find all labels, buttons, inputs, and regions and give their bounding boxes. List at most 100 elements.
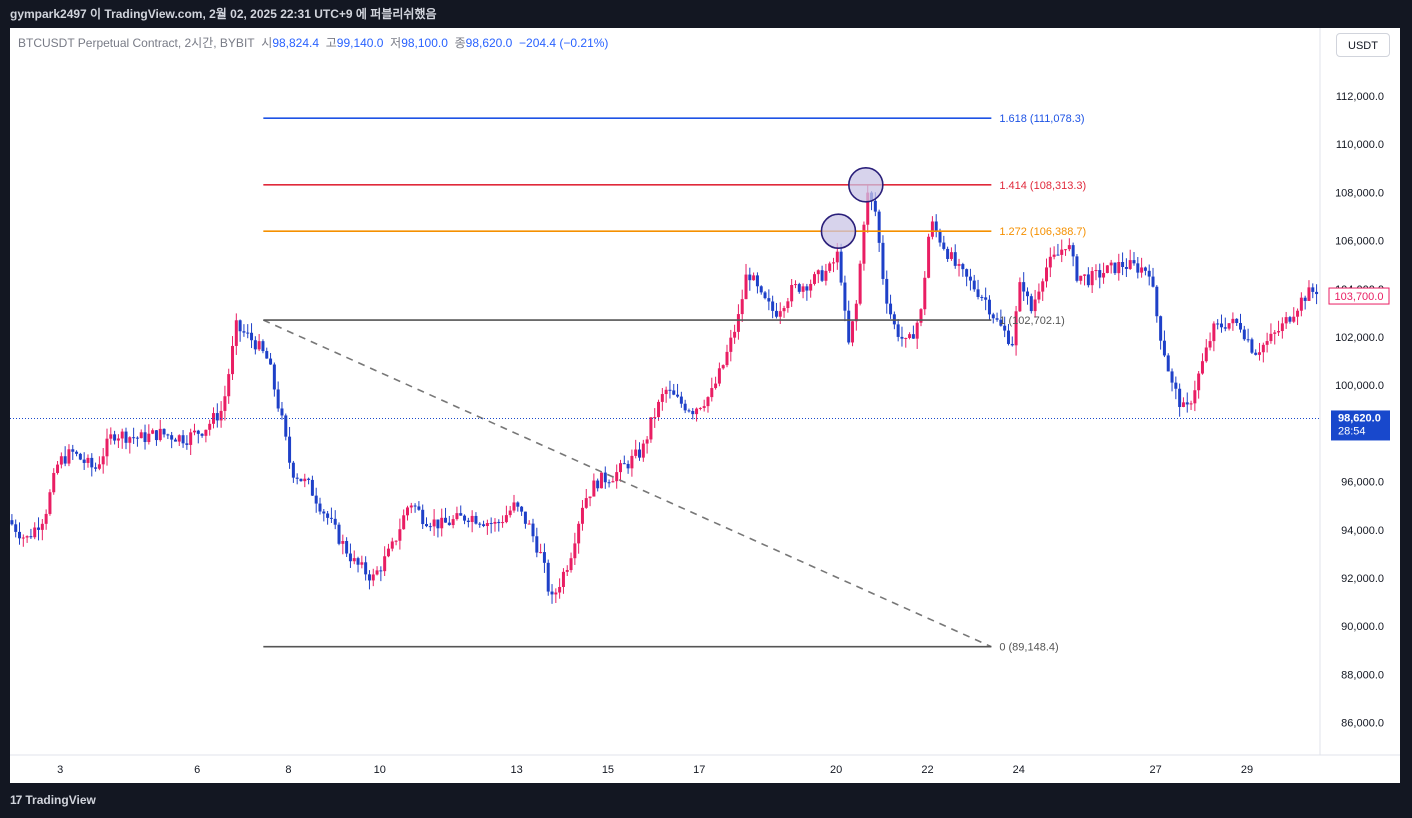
tradingview-logo-icon: 17 bbox=[10, 793, 22, 807]
candle-body bbox=[75, 451, 79, 454]
candle-body bbox=[139, 432, 143, 439]
candle-body bbox=[451, 519, 455, 526]
fib-level-label: 1.618 (111,078.3) bbox=[999, 113, 1084, 125]
candle-body bbox=[86, 457, 90, 463]
x-tick-label: 3 bbox=[57, 764, 63, 776]
last-price-badge bbox=[1331, 410, 1390, 441]
candle-body bbox=[265, 351, 269, 359]
candle-body bbox=[314, 495, 318, 504]
candle-body bbox=[295, 477, 299, 479]
candle-body bbox=[356, 558, 360, 565]
candle-body bbox=[877, 211, 881, 243]
candle-body bbox=[348, 553, 352, 562]
candle-body bbox=[771, 301, 775, 311]
candle-body bbox=[238, 320, 242, 332]
candle-body bbox=[630, 455, 634, 469]
y-tick-label: 100,000.0 bbox=[1335, 380, 1384, 392]
candle-body bbox=[1197, 373, 1201, 391]
candle-body bbox=[1219, 323, 1223, 328]
candle-body bbox=[1064, 249, 1068, 251]
candle-body bbox=[470, 515, 474, 523]
candle-body bbox=[1277, 331, 1281, 333]
price-chart[interactable]: 86,000.0 88,000.0 90,000.0 92,000.0 94,000.0… bbox=[10, 28, 1400, 783]
candle-body bbox=[1022, 282, 1026, 292]
candle-body bbox=[1296, 310, 1300, 317]
y-tick-label: 106,000.0 bbox=[1335, 236, 1384, 248]
candle-body bbox=[1231, 318, 1235, 324]
candle-body bbox=[691, 411, 695, 415]
candle-body bbox=[337, 524, 341, 544]
highlight-circle bbox=[848, 167, 884, 203]
candle-body bbox=[938, 231, 942, 243]
candle-body bbox=[1056, 254, 1060, 256]
candle-body bbox=[580, 507, 584, 524]
candle-body bbox=[584, 498, 588, 508]
candle-body bbox=[1273, 332, 1277, 334]
candle-body bbox=[326, 513, 330, 518]
fib-level-label: 1.272 (106,388.7) bbox=[999, 226, 1086, 238]
candle-body bbox=[596, 480, 600, 489]
candle-body bbox=[246, 332, 250, 334]
candle-body bbox=[930, 221, 934, 237]
candle-body bbox=[1155, 286, 1159, 317]
candle-body bbox=[329, 517, 333, 519]
candle-body bbox=[1143, 267, 1147, 271]
candle-body bbox=[653, 417, 657, 419]
candle-body bbox=[573, 543, 577, 559]
candle-body bbox=[1159, 316, 1163, 341]
y-tick-label: 110,000.0 bbox=[1336, 139, 1384, 151]
candle-body bbox=[816, 270, 820, 275]
last-price-label: 98,620.0 bbox=[1338, 412, 1381, 424]
candle-body bbox=[676, 394, 680, 397]
candle-body bbox=[501, 522, 505, 524]
candle-body bbox=[402, 515, 406, 530]
candle-body bbox=[1265, 341, 1269, 345]
candle-body bbox=[847, 310, 851, 343]
candle-body bbox=[428, 526, 432, 528]
candle-body bbox=[143, 432, 147, 443]
candle-body bbox=[482, 524, 486, 527]
y-tick-label: 88,000.0 bbox=[1341, 669, 1384, 681]
candle-body bbox=[276, 389, 280, 409]
candle-body bbox=[717, 368, 721, 384]
candle-body bbox=[1037, 291, 1041, 300]
candle-body bbox=[858, 263, 862, 304]
currency-selector[interactable]: USDT bbox=[1336, 33, 1390, 57]
candle-body bbox=[527, 523, 531, 525]
candle-body bbox=[832, 262, 836, 264]
candle-body bbox=[1254, 352, 1258, 355]
candle-body bbox=[828, 263, 832, 271]
candle-body bbox=[984, 297, 988, 300]
y-tick-label: 102,000.0 bbox=[1335, 332, 1384, 344]
chart-panel[interactable]: 86,000.0 88,000.0 90,000.0 92,000.0 94,000.0… bbox=[10, 28, 1400, 783]
candle-body bbox=[1307, 287, 1311, 301]
candle-body bbox=[1006, 330, 1010, 344]
candle-body bbox=[759, 286, 763, 293]
candle-body bbox=[778, 311, 782, 317]
symbol-name: BTCUSDT Perpetual Contract, 2시간, BYBIT bbox=[18, 36, 255, 50]
candle-body bbox=[367, 574, 371, 581]
candle-body bbox=[588, 496, 592, 499]
candle-body bbox=[318, 503, 322, 512]
close-label: 종 bbox=[454, 36, 466, 50]
candle-body bbox=[463, 515, 467, 521]
candle-body bbox=[303, 478, 307, 482]
candle-body bbox=[82, 459, 86, 463]
candle-body bbox=[360, 562, 364, 565]
trend-line bbox=[263, 319, 992, 648]
candle-body bbox=[386, 548, 390, 557]
candle-body bbox=[523, 511, 527, 524]
candle-body bbox=[375, 570, 379, 575]
candle-body bbox=[603, 472, 607, 483]
x-tick-label: 27 bbox=[1150, 764, 1162, 776]
candle-body bbox=[512, 502, 516, 511]
candle-body bbox=[116, 438, 120, 441]
candle-body bbox=[192, 430, 196, 433]
candle-body bbox=[272, 364, 276, 390]
tradingview-logo[interactable]: 17 TradingView bbox=[10, 793, 96, 807]
x-tick-label: 20 bbox=[830, 764, 842, 776]
candle-body bbox=[345, 541, 349, 554]
x-tick-label: 17 bbox=[693, 764, 705, 776]
candle-body bbox=[1311, 287, 1315, 292]
candle-body bbox=[782, 308, 786, 312]
